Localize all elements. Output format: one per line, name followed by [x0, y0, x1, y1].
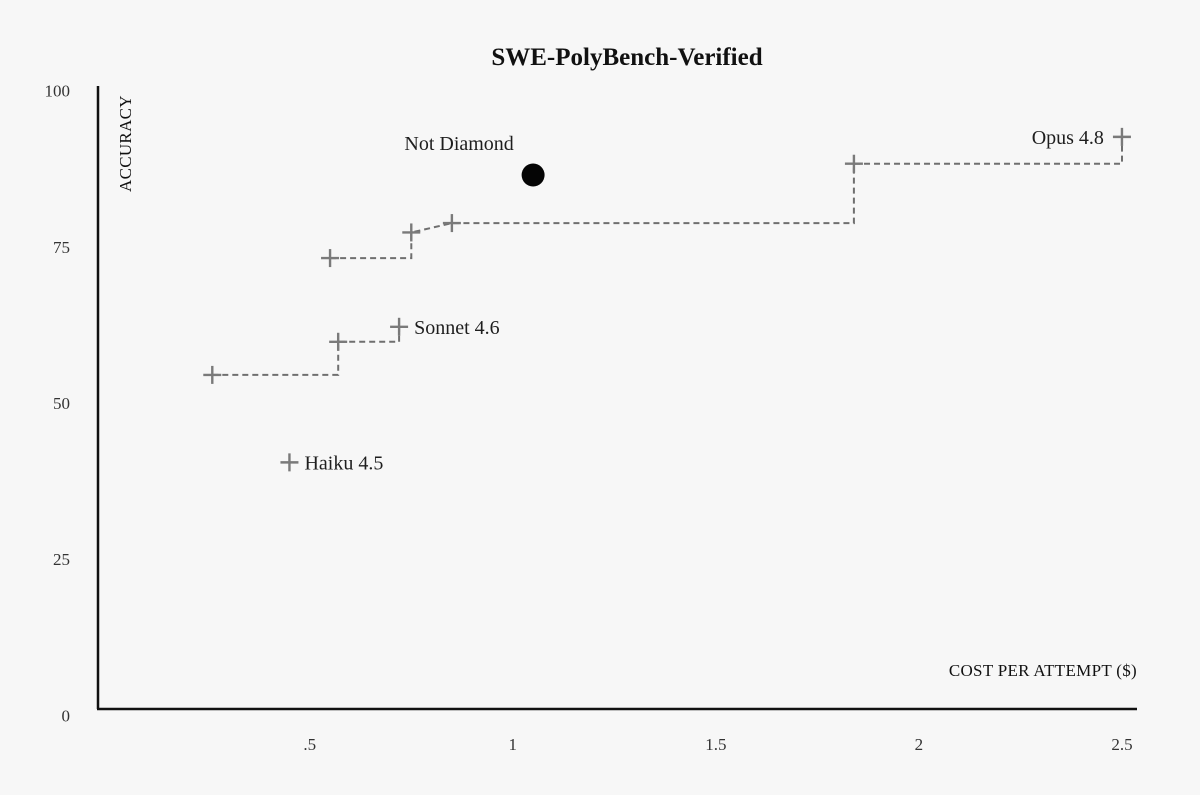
- data-point: [280, 453, 299, 472]
- y-tick-label: 25: [53, 550, 70, 569]
- x-tick-label: 2.5: [1111, 735, 1132, 754]
- data-point: [844, 154, 863, 173]
- point-label: Opus 4.8: [1032, 127, 1104, 149]
- y-tick-label: 75: [53, 238, 70, 257]
- frontier-lines: [212, 136, 1123, 376]
- data-point: [442, 214, 461, 233]
- data-point: [402, 223, 421, 242]
- x-tick-label: 2: [915, 735, 924, 754]
- data-point: [321, 249, 340, 268]
- data-point: [390, 317, 409, 336]
- data-point: [203, 365, 222, 384]
- x-tick-label: 1.5: [705, 735, 726, 754]
- highlight-label: Not Diamond: [404, 133, 513, 155]
- data-points: Sonnet 4.6 Haiku 4.5 Opus 4.8: [203, 127, 1131, 474]
- point-label: Haiku 4.5: [304, 452, 383, 474]
- x-tick-label: .5: [303, 735, 316, 754]
- y-tick-label: 100: [45, 82, 71, 101]
- y-tick-label: 50: [53, 394, 70, 413]
- y-axis-label: ACCURACY: [116, 95, 135, 192]
- data-point: [1112, 127, 1131, 146]
- highlight-point: [521, 163, 545, 187]
- point-label: Sonnet 4.6: [414, 317, 500, 339]
- x-tick-label: 1: [509, 735, 518, 754]
- x-ticks: .5 1 1.5 2 2.5: [303, 735, 1132, 754]
- frontier-line: [330, 136, 1123, 260]
- data-point: [329, 332, 348, 351]
- y-tick-label: 0: [62, 706, 71, 725]
- chart-title: SWE-PolyBench-Verified: [491, 44, 762, 71]
- y-ticks: 0 25 50 75 100: [45, 82, 71, 726]
- frontier-line: [212, 326, 401, 376]
- x-axis-label: COST PER ATTEMPT ($): [949, 661, 1137, 680]
- highlight-group: Not Diamond: [404, 133, 545, 187]
